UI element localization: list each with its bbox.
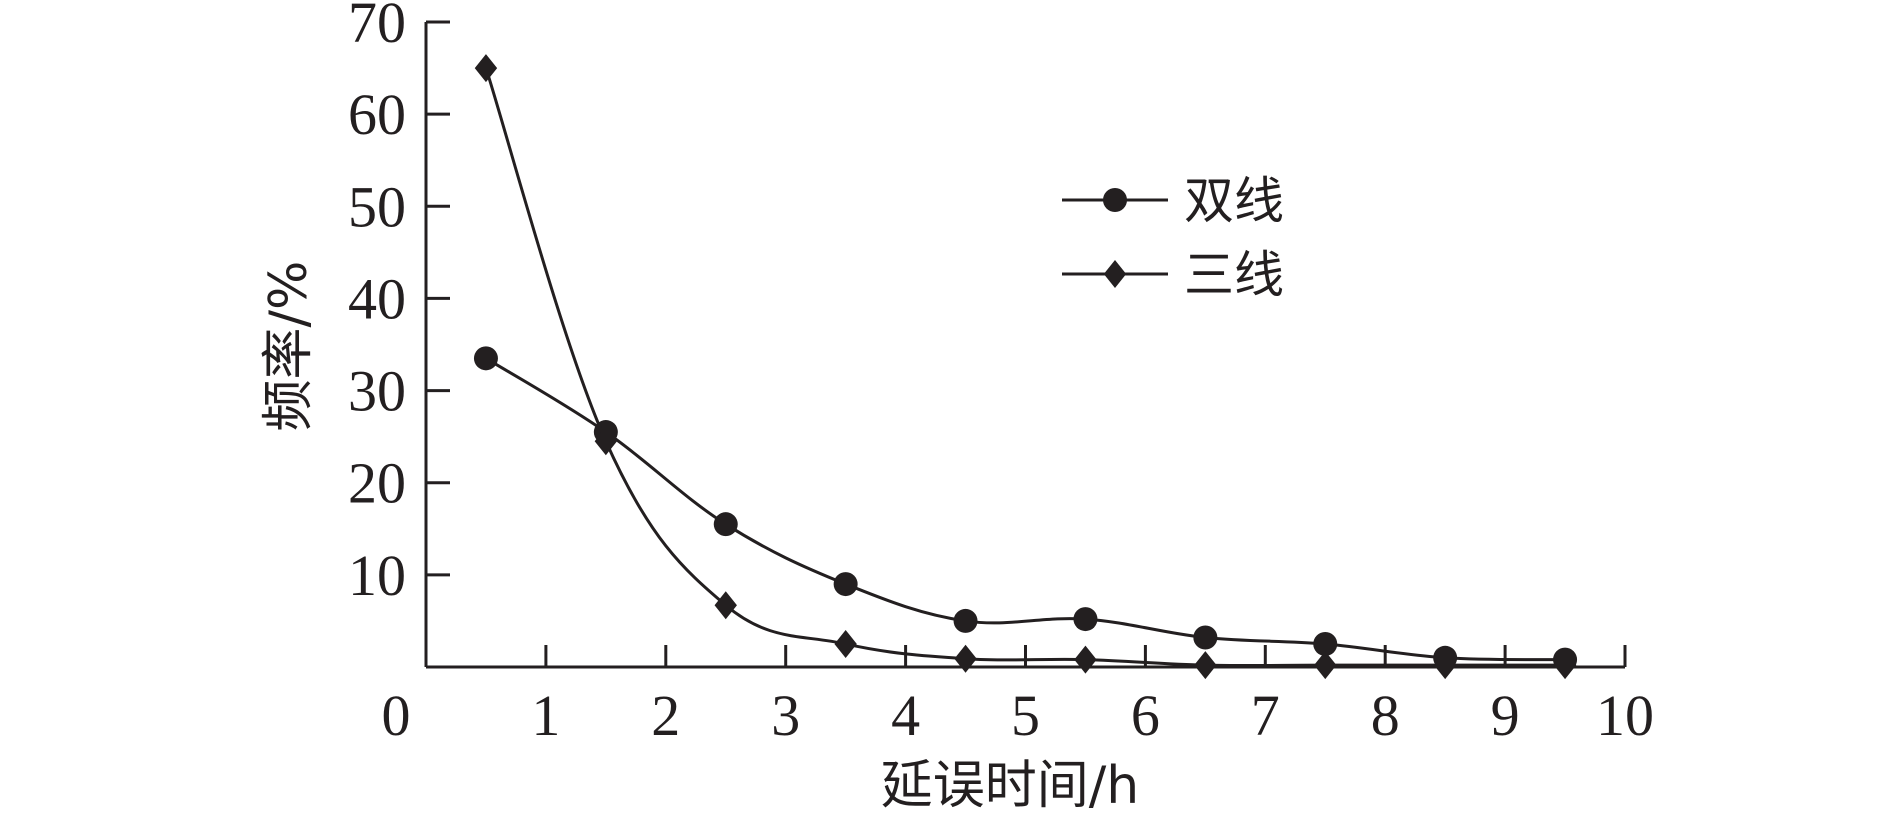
circle-point (1073, 607, 1098, 632)
diamond-point (1433, 651, 1457, 680)
circle-point (953, 608, 978, 633)
x-tick-label: 4 (891, 683, 920, 748)
legend-item: 三线 (1062, 246, 1284, 304)
circle-point (833, 572, 858, 597)
series-line (484, 67, 1566, 668)
diamond-point (1553, 651, 1577, 680)
diamond-point (954, 644, 977, 673)
legend-marker (1103, 188, 1127, 212)
x-tick-label: 5 (1011, 683, 1040, 748)
y-tick-label: 70 (348, 0, 406, 55)
legend-label: 双线 (1184, 172, 1284, 230)
chart-axes (424, 22, 1625, 669)
series-line (485, 357, 1566, 662)
y-tick-label: 50 (348, 174, 406, 239)
x-tick-label: 1 (531, 683, 560, 748)
legend-label: 三线 (1184, 246, 1284, 304)
x-tick-label: 0 (382, 683, 411, 748)
x-tick-label: 6 (1131, 683, 1160, 748)
circle-point (1193, 625, 1218, 650)
y-tick-label: 60 (348, 82, 406, 147)
x-axis-ticks: 0 1 2 3 4 5 6 7 8 9 10 (382, 645, 1654, 748)
legend-marker (1103, 260, 1127, 288)
x-axis-title: 延误时间/h (881, 756, 1139, 813)
y-axis-ticks: 10 20 30 40 50 60 70 (348, 0, 450, 608)
y-tick-label: 20 (348, 451, 406, 516)
x-tick-label: 8 (1371, 683, 1400, 748)
circle-point (1313, 631, 1338, 656)
legend-item: 双线 (1062, 172, 1284, 230)
diamond-point (714, 591, 737, 620)
diamond-point (1074, 645, 1097, 674)
series-layer (473, 54, 1578, 680)
x-tick-label: 2 (651, 683, 680, 748)
y-tick-label: 30 (348, 359, 406, 424)
diamond-point (594, 427, 618, 456)
y-tick-label: 10 (348, 543, 406, 608)
x-tick-label: 3 (771, 683, 800, 748)
x-tick-label: 7 (1251, 683, 1280, 748)
diamond-point (474, 54, 498, 83)
x-tick-label: 10 (1596, 683, 1654, 748)
circle-point (713, 512, 738, 537)
series-2 (474, 54, 1577, 680)
diamond-point (1314, 651, 1337, 680)
y-tick-label: 40 (348, 266, 406, 331)
circle-point (473, 346, 498, 371)
diamond-point (834, 629, 857, 658)
diamond-point (1194, 651, 1217, 680)
y-axis-title: 频率/% (259, 261, 319, 432)
x-tick-label: 9 (1491, 683, 1520, 748)
